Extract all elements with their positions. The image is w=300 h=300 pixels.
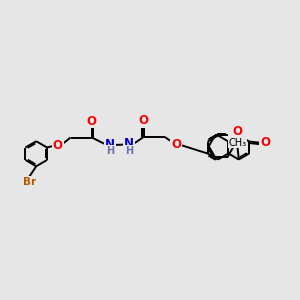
Text: O: O <box>87 115 97 128</box>
Text: O: O <box>232 125 242 138</box>
Text: Br: Br <box>23 177 36 187</box>
Text: H: H <box>125 146 133 155</box>
Text: N: N <box>105 137 115 151</box>
Text: N: N <box>124 137 134 150</box>
Text: CH₃: CH₃ <box>229 137 247 148</box>
Text: O: O <box>260 136 270 149</box>
Text: O: O <box>52 139 63 152</box>
Text: O: O <box>139 114 148 127</box>
Text: O: O <box>171 138 181 151</box>
Text: H: H <box>106 146 114 156</box>
